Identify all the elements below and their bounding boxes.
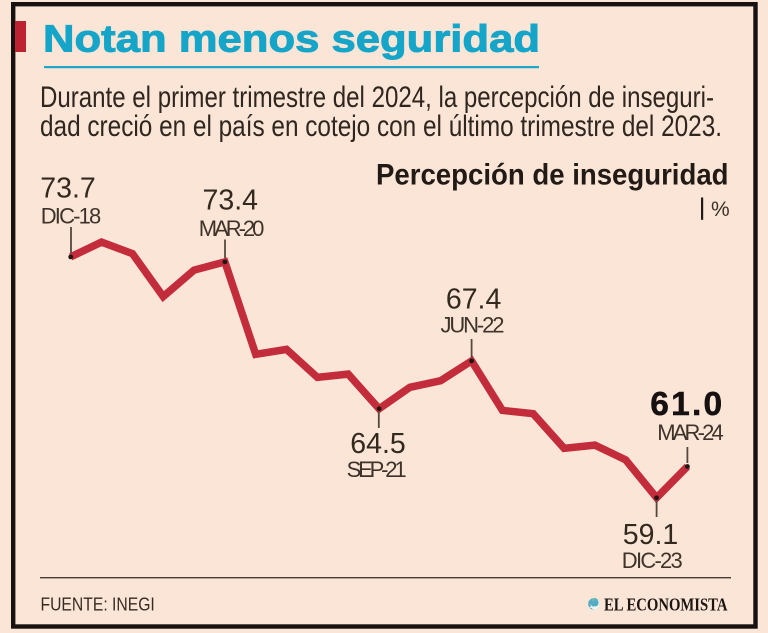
svg-text:FUENTE: INEGI: FUENTE: INEGI — [41, 594, 155, 615]
svg-text:dad creció en el país en cotej: dad creció en el país en cotejo con el ú… — [40, 110, 722, 143]
svg-text:JUN-22: JUN-22 — [441, 313, 505, 338]
svg-text:64.5: 64.5 — [350, 428, 405, 460]
svg-text:EL ECONOMISTA: EL ECONOMISTA — [604, 595, 728, 615]
svg-text:%: % — [711, 198, 730, 221]
svg-text:Notan menos seguridad: Notan menos seguridad — [43, 19, 540, 61]
svg-text:DIC-18: DIC-18 — [41, 203, 102, 228]
svg-text:SEP-21: SEP-21 — [347, 457, 407, 482]
svg-text:67.4: 67.4 — [446, 283, 502, 315]
svg-text:73.4: 73.4 — [203, 185, 259, 217]
svg-text:Percepción de inseguridad: Percepción de inseguridad — [376, 159, 729, 192]
svg-text:Durante el primer trimestre de: Durante el primer trimestre del 2024, la… — [40, 81, 714, 114]
svg-text:DIC-23: DIC-23 — [622, 548, 683, 573]
svg-text:61.0: 61.0 — [650, 386, 724, 423]
svg-text:59.1: 59.1 — [623, 519, 678, 551]
svg-text:MAR-24: MAR-24 — [657, 420, 724, 445]
svg-text:MAR-20: MAR-20 — [199, 216, 265, 241]
svg-text:73.7: 73.7 — [40, 173, 95, 205]
